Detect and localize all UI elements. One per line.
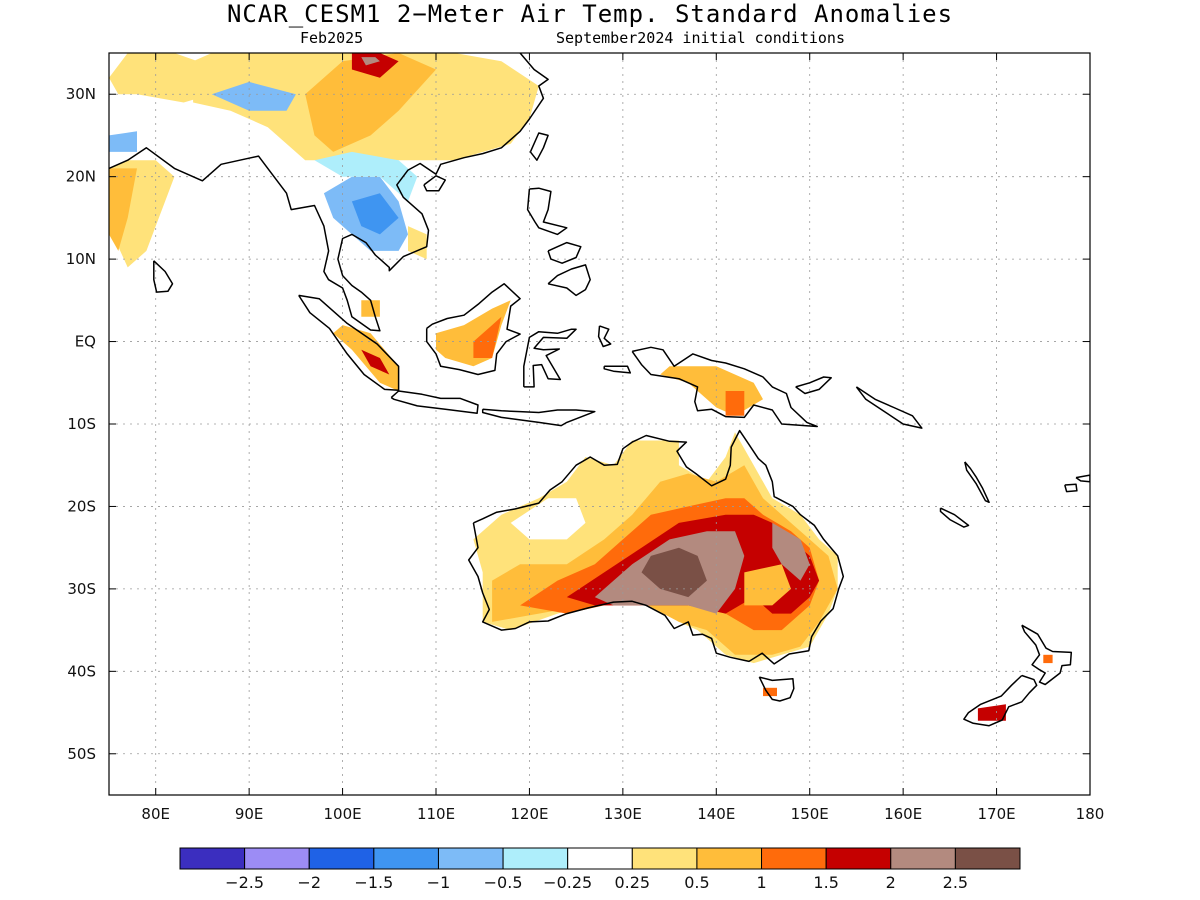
coastline-luzon	[526, 187, 568, 236]
coastline-visayas	[547, 241, 582, 264]
colorbar-label: 0.5	[684, 873, 709, 892]
lon-tick-label: 180	[1076, 805, 1105, 823]
anomaly-region-australia	[641, 547, 707, 598]
lat-tick-label: 20N	[66, 168, 96, 186]
coastline-new-zealand-south	[963, 674, 1038, 727]
colorbar-label: −1	[427, 873, 451, 892]
lon-tick-label: 120E	[510, 805, 548, 823]
colorbar-label: −1.5	[354, 873, 393, 892]
anomaly-region-sumatra	[333, 325, 399, 391]
anomaly-region-west-india	[109, 131, 137, 152]
anomaly-region-malaya	[361, 300, 380, 317]
anomaly-region-new-zealand	[977, 704, 1006, 721]
colorbar-swatch	[179, 847, 246, 870]
anomaly-region-new-guinea	[725, 391, 745, 416]
colorbar-swatch	[825, 847, 892, 870]
lon-tick-label: 170E	[978, 805, 1016, 823]
lat-tick-label: 10S	[67, 415, 96, 433]
coastline-solomon-islands	[855, 386, 923, 429]
anomaly-region-south-asia	[109, 53, 222, 103]
coastline-taiwan	[529, 132, 549, 161]
anomaly-region-tibet	[211, 81, 296, 111]
colorbar-swatch	[954, 847, 1021, 870]
coastline-mindanao	[547, 264, 591, 297]
colorbar-label: −0.25	[543, 873, 592, 892]
anomaly-region-australia	[744, 564, 791, 606]
colorbar-label: 1	[756, 873, 766, 892]
colorbar-swatch	[502, 847, 569, 870]
anomaly-region-tasmania	[763, 687, 777, 697]
coastline-fiji	[1064, 483, 1078, 493]
colorbar-swatch	[696, 847, 763, 870]
lat-tick-label: 20S	[67, 497, 96, 515]
lat-tick-label: 30N	[66, 85, 96, 103]
coastline-java	[390, 390, 479, 415]
colorbar-swatch	[890, 847, 956, 870]
colorbar-label: −2.5	[225, 873, 264, 892]
coastline-sri-lanka	[153, 260, 174, 293]
coastline-vanuatu	[964, 461, 990, 504]
lat-tick-label: 50S	[67, 745, 96, 763]
lon-tick-label: 80E	[141, 805, 170, 823]
coastline-seram	[603, 365, 632, 374]
anomaly-region-borneo	[473, 316, 502, 358]
colorbar-swatch	[244, 847, 310, 870]
lon-tick-label: 150E	[791, 805, 829, 823]
coastline-fiji	[1075, 474, 1090, 483]
coastline-halmahera	[597, 325, 612, 348]
colorbar-label: −2	[297, 873, 321, 892]
lon-tick-label: 90E	[235, 805, 264, 823]
colorbar-swatch	[567, 847, 633, 870]
lon-tick-label: 100E	[324, 805, 362, 823]
coastline-lesser-sunda	[481, 408, 596, 427]
colorbar-swatch	[308, 847, 375, 870]
lat-tick-label: 30S	[67, 580, 96, 598]
axis-ticks: 80E 90E 100E 110E 120E 130E 140E 150E 160E 170E 18…	[66, 53, 1105, 823]
coastlines	[109, 53, 1090, 727]
colorbar-label: 2.5	[943, 873, 968, 892]
anomaly-region-indochina	[314, 151, 418, 202]
chart-title: NCAR_CESM1 2−Meter Air Temp. Standard An…	[226, 0, 954, 28]
anomaly-region-sumatra	[361, 349, 390, 375]
anomaly-fill-layer	[109, 53, 1053, 721]
coastline-borneo	[425, 283, 521, 376]
colorbar-swatch	[631, 847, 698, 870]
anomaly-region-india	[109, 168, 137, 251]
colorbar-swatch	[437, 847, 504, 870]
colorbar-swatch	[373, 847, 439, 870]
coastline-hainan	[423, 175, 447, 192]
colorbar-swatch	[761, 847, 827, 870]
colorbar-label: −0.5	[484, 873, 523, 892]
anomaly-region-indochina-east	[408, 226, 427, 260]
anomaly-region-new-zealand	[1043, 654, 1053, 664]
coastline-sulawesi	[523, 328, 577, 388]
lon-tick-label: 110E	[417, 805, 455, 823]
lat-tick-label: 40S	[67, 662, 96, 680]
initial-conditions-label: September2024 initial conditions	[556, 29, 845, 47]
lat-tick-label: EQ	[75, 333, 96, 351]
forecast-month: Feb2025	[300, 29, 364, 47]
coastline-asia-mainland	[109, 53, 549, 332]
lon-tick-label: 160E	[884, 805, 922, 823]
coastline-australia	[467, 429, 845, 665]
lat-tick-label: 10N	[66, 250, 96, 268]
anomaly-region-east-asia	[361, 57, 380, 66]
coastline-new-guinea	[631, 346, 818, 428]
lon-tick-label: 130E	[604, 805, 642, 823]
anomaly-region-east-asia	[305, 53, 436, 152]
coastline-new-britain	[795, 376, 832, 395]
coastline-new-zealand-north	[1021, 624, 1073, 686]
colorbar-label: 2	[886, 873, 896, 892]
anomaly-region-australia	[772, 522, 810, 581]
anomaly-region-indochina	[351, 193, 399, 235]
colorbar-label: 0.25	[614, 873, 650, 892]
coastline-tasmania	[758, 676, 795, 702]
colorbar: −2.5 −2 −1.5 −1 −0.5 −0.25 0.25 0.5 1 1.5 2 2.5	[179, 847, 1021, 892]
colorbar-label: 1.5	[813, 873, 838, 892]
coastline-new-caledonia	[939, 507, 970, 528]
coastline-sumatra	[298, 294, 400, 391]
lon-tick-label: 140E	[697, 805, 735, 823]
